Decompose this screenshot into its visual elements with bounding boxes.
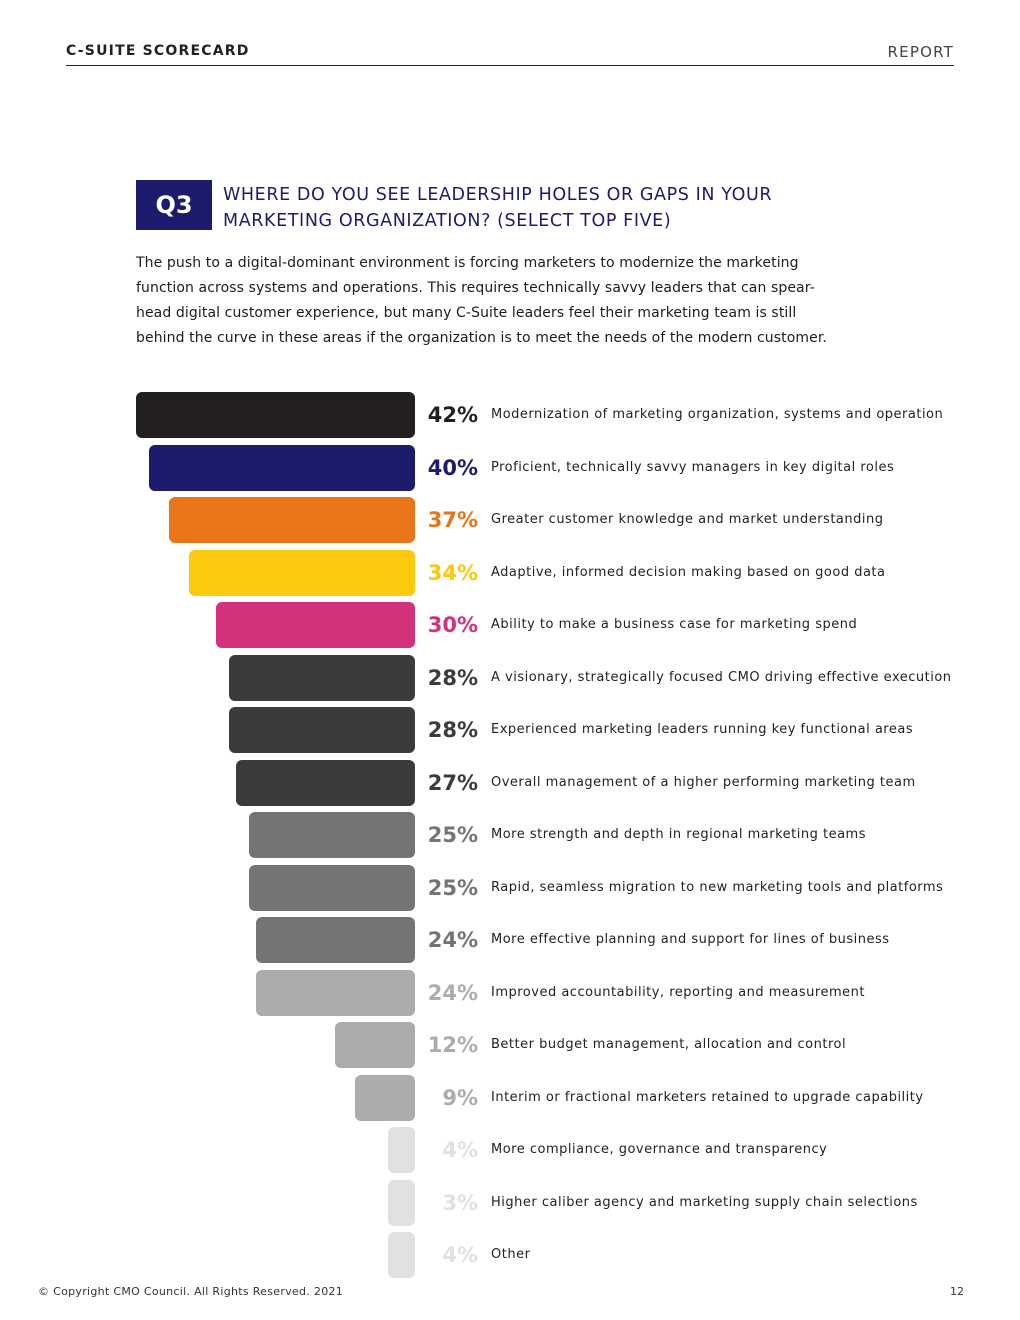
chart-value-label: 42% xyxy=(427,403,478,427)
chart-category-label: Interim or fractional marketers retained… xyxy=(491,1089,924,1105)
chart-category-label: Overall management of a higher performin… xyxy=(491,774,916,790)
intro-line: function across systems and operations. … xyxy=(136,280,815,296)
chart-category-label: Higher caliber agency and marketing supp… xyxy=(491,1194,918,1210)
chart-value-label: 25% xyxy=(427,875,478,900)
chart-category-label: Rapid, seamless migration to new marketi… xyxy=(491,879,944,895)
chart-value-label: 4% xyxy=(442,1138,478,1162)
chart-value-label: 27% xyxy=(427,770,478,795)
chart-category-label: A visionary, strategically focused CMO d… xyxy=(491,669,952,685)
chart-value-label: 24% xyxy=(427,928,478,952)
chart-bar xyxy=(235,759,415,806)
chart-bar xyxy=(248,864,415,911)
chart-bar xyxy=(189,549,415,596)
page-number: 12 xyxy=(950,1285,964,1298)
chart-category-label: Modernization of marketing organization,… xyxy=(491,407,944,422)
chart-bar xyxy=(229,707,415,753)
question-title-line: MARKETING ORGANIZATION? (SELECT TOP FIVE… xyxy=(223,211,672,231)
chart-value-label: 24% xyxy=(427,980,478,1005)
report-series-title: C-SUITE SCORECARD xyxy=(66,43,250,59)
intro-paragraph: The push to a digital-dominant environme… xyxy=(136,251,906,351)
chart-bar xyxy=(255,969,415,1016)
chart-category-label: Adaptive, informed decision making based… xyxy=(491,564,886,580)
chart-value-label: 28% xyxy=(427,718,478,742)
chart-value-label: 4% xyxy=(442,1243,478,1267)
chart-value-label: 37% xyxy=(427,508,478,532)
question-title-line: WHERE DO YOU SEE LEADERSHIP HOLES OR GAP… xyxy=(223,185,773,205)
chart-value-label: 28% xyxy=(427,665,478,690)
chart-category-label: Experienced marketing leaders running ke… xyxy=(491,722,914,737)
copyright-notice: © Copyright CMO Council. All Rights Rese… xyxy=(38,1285,344,1298)
chart-category-label: Ability to make a business case for mark… xyxy=(491,617,858,632)
chart-category-label: Improved accountability, reporting and m… xyxy=(491,984,865,1000)
chart-bar xyxy=(136,392,415,438)
question-number-badge: Q3 xyxy=(136,180,212,230)
header-divider xyxy=(66,65,954,66)
intro-line: behind the curve in these areas if the o… xyxy=(136,330,827,346)
chart-value-label: 9% xyxy=(442,1085,478,1110)
report-type-label: REPORT xyxy=(887,43,954,61)
chart-value-label: 25% xyxy=(427,823,478,847)
chart-bar xyxy=(255,917,415,963)
chart-value-label: 34% xyxy=(427,560,478,585)
chart-bar xyxy=(149,444,415,491)
chart-bar xyxy=(388,1232,415,1278)
chart-category-label: More strength and depth in regional mark… xyxy=(491,827,866,842)
chart-bar xyxy=(229,654,415,701)
intro-line: The push to a digital-dominant environme… xyxy=(136,255,799,271)
chart-bar xyxy=(388,1179,415,1226)
chart-bar xyxy=(355,1074,415,1121)
chart-bar xyxy=(215,602,415,648)
chart-bar xyxy=(335,1022,415,1068)
chart-bar xyxy=(169,497,415,543)
chart-category-label: More effective planning and support for … xyxy=(491,932,890,947)
intro-line: head digital customer experience, but ma… xyxy=(136,305,797,321)
chart-value-label: 3% xyxy=(442,1190,478,1215)
chart-category-label: Greater customer knowledge and market un… xyxy=(491,512,884,527)
chart-value-label: 30% xyxy=(427,613,478,637)
chart-category-label: Other xyxy=(491,1247,531,1262)
chart-category-label: Better budget management, allocation and… xyxy=(491,1037,847,1052)
chart-value-label: 12% xyxy=(427,1033,478,1057)
chart-value-label: 40% xyxy=(427,455,478,480)
question-title: WHERE DO YOU SEE LEADERSHIP HOLES OR GAP… xyxy=(223,182,923,234)
chart-bar xyxy=(248,812,415,858)
chart-bar xyxy=(388,1127,415,1173)
chart-category-label: Proficient, technically savvy managers i… xyxy=(491,459,895,475)
chart-category-label: More compliance, governance and transpar… xyxy=(491,1142,828,1157)
